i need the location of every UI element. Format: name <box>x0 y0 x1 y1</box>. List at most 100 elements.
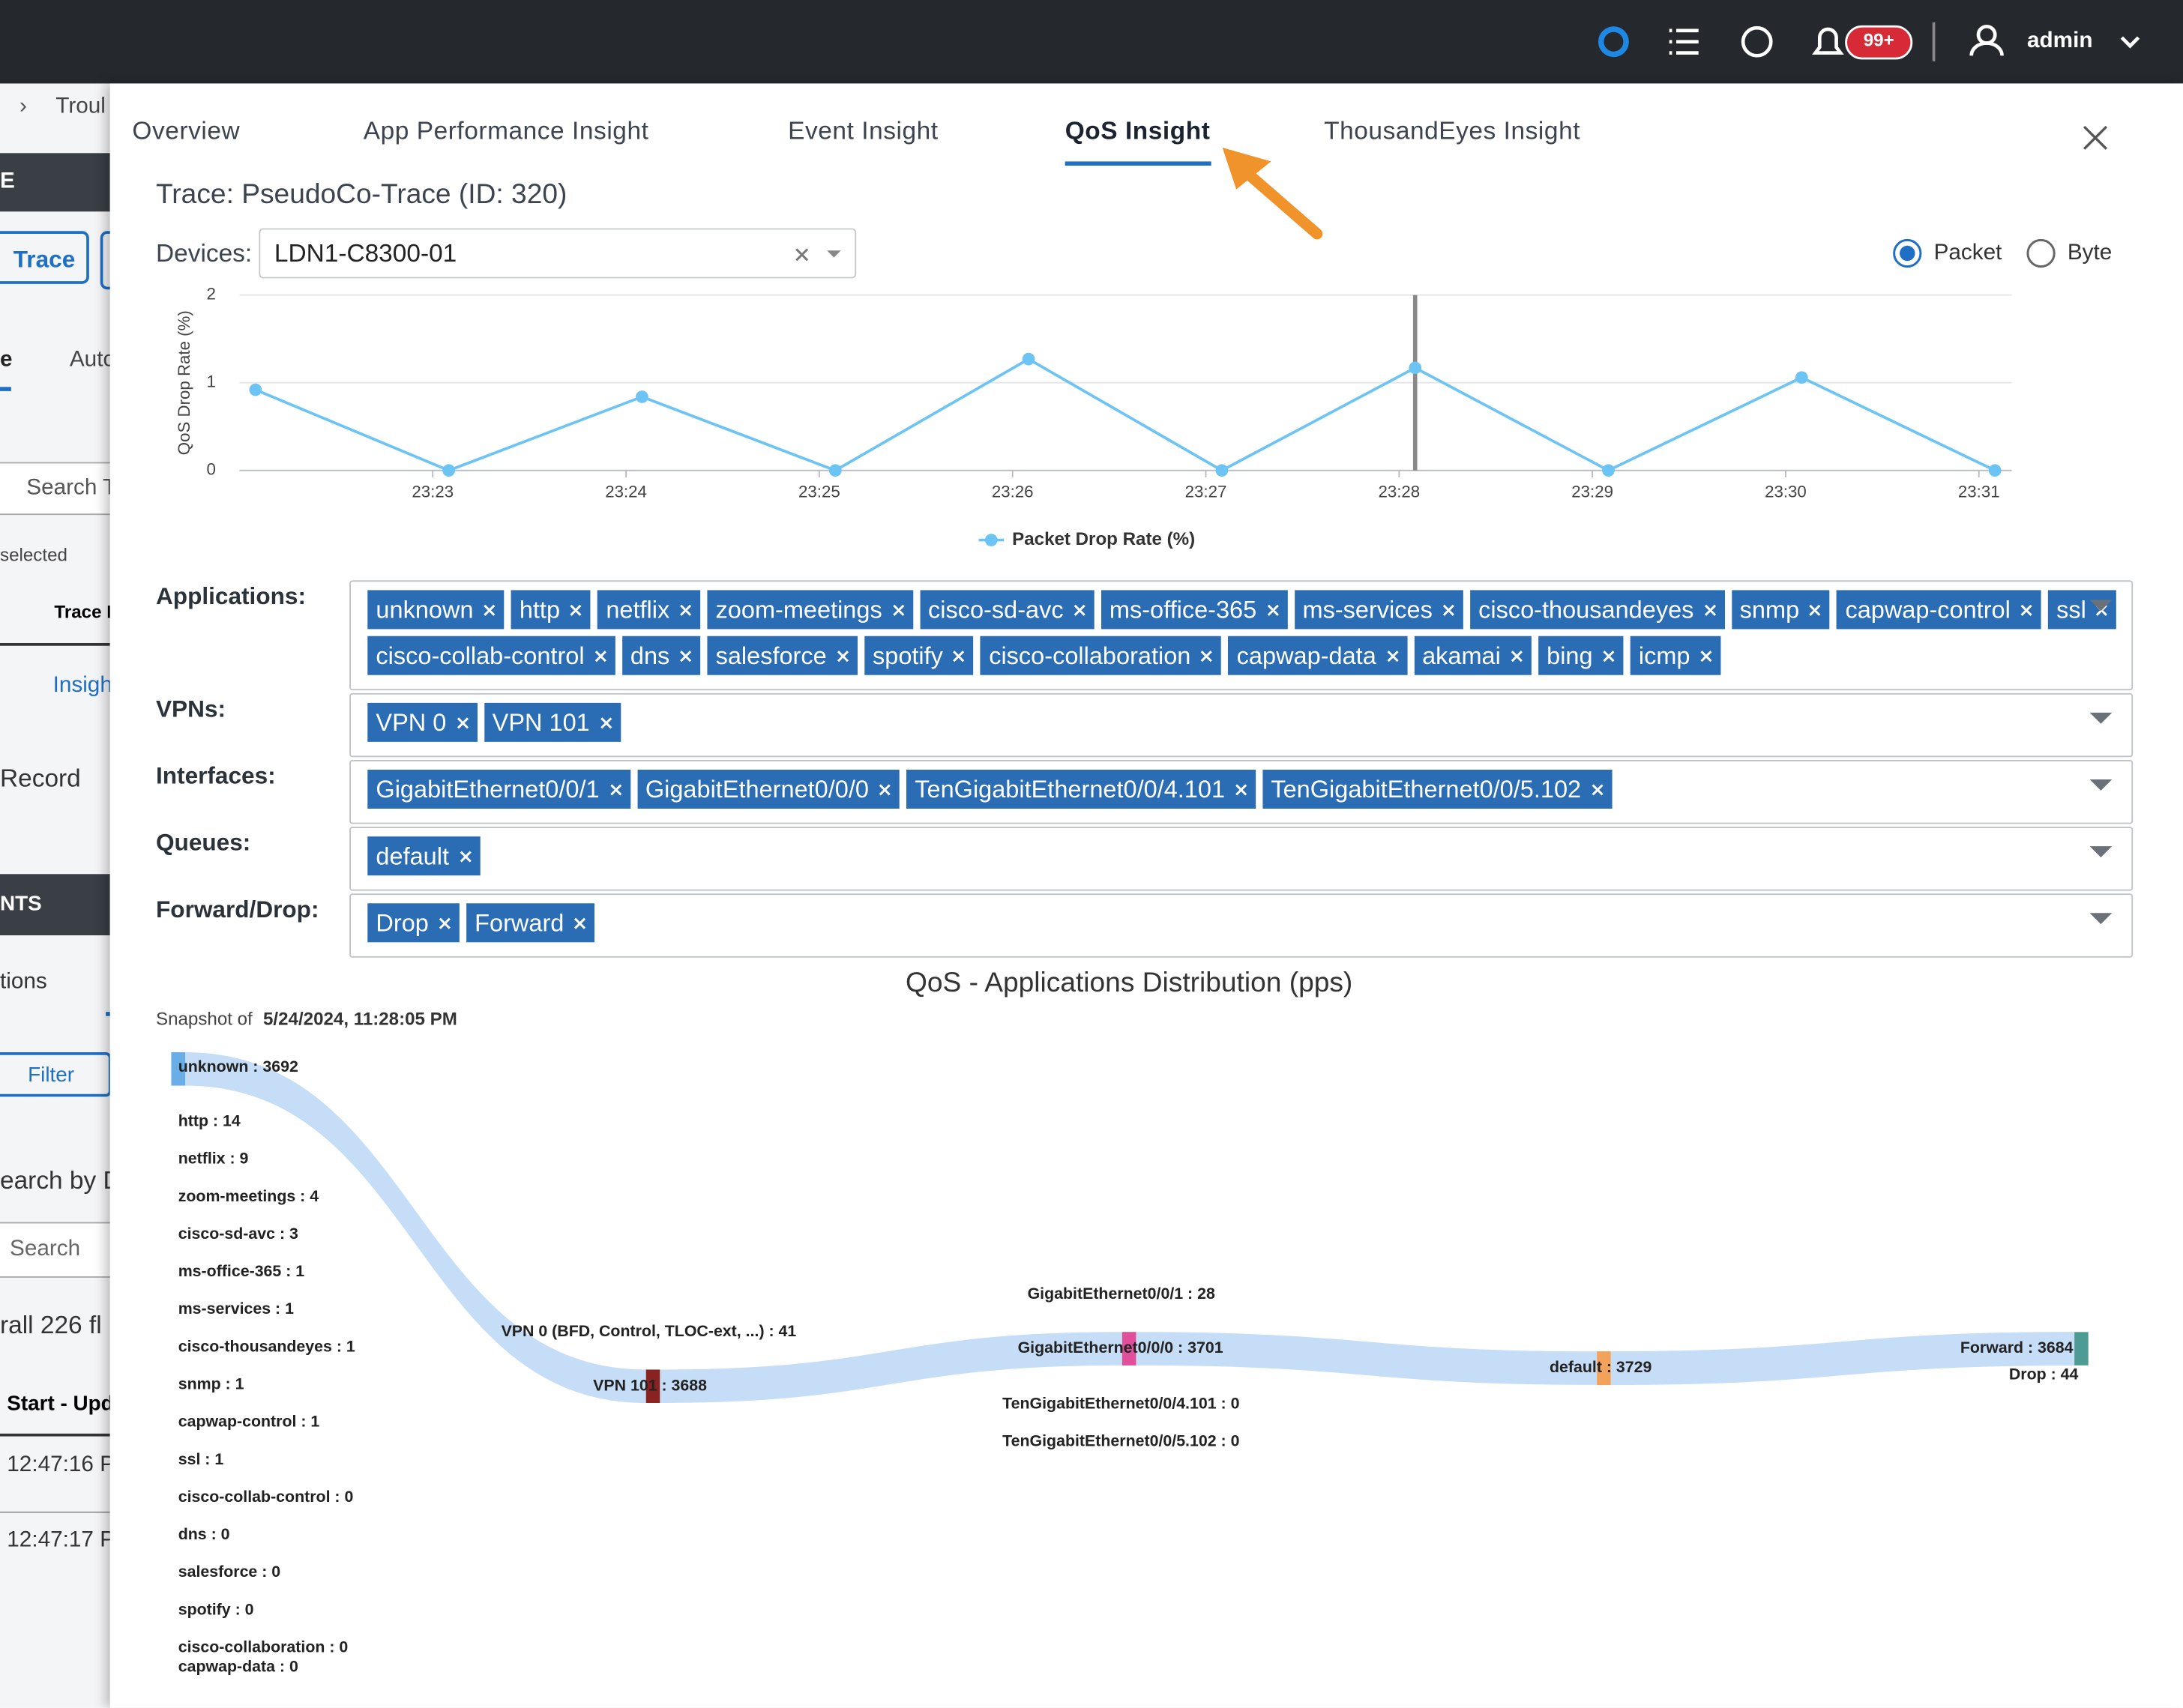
logo-icon[interactable] <box>1598 26 1629 58</box>
list-icon[interactable] <box>1669 28 1699 55</box>
section-bar: NTS <box>0 874 110 936</box>
tag-remove[interactable] <box>1591 783 1604 796</box>
tag-remove[interactable] <box>1200 649 1213 662</box>
tag[interactable]: bing <box>1538 636 1624 675</box>
tag-remove[interactable] <box>879 783 891 796</box>
link[interactable]: Insigh <box>52 673 112 698</box>
tag[interactable]: ms-services <box>1294 590 1463 630</box>
tag-remove[interactable] <box>600 716 612 729</box>
tag[interactable]: capwap-data <box>1228 636 1407 675</box>
tag[interactable]: capwap-control <box>1837 590 2041 630</box>
sankey-node <box>2074 1332 2089 1366</box>
filter-label: Forward/Drop: <box>156 896 319 923</box>
radio-label: Byte <box>2068 240 2112 265</box>
tag[interactable]: VPN 101 <box>484 702 621 742</box>
tag-remove[interactable] <box>1511 649 1523 662</box>
device-select[interactable]: LDN1-C8300-01 <box>259 228 857 279</box>
tag-remove[interactable] <box>1809 603 1822 616</box>
tag-remove[interactable] <box>953 649 966 662</box>
tab[interactable]: ThousandEyes Insight <box>1324 117 1581 145</box>
filter-label: Interfaces: <box>156 762 276 790</box>
user-name[interactable]: admin <box>2027 29 2093 53</box>
chevron: › <box>19 94 27 118</box>
dropdown-caret[interactable] <box>2089 846 2113 858</box>
tag-remove[interactable] <box>573 917 586 929</box>
tag[interactable]: cisco-thousandeyes <box>1469 590 1725 630</box>
tag-remove[interactable] <box>484 603 496 616</box>
tag[interactable]: cisco-sd-avc <box>919 590 1094 630</box>
tag[interactable]: akamai <box>1413 636 1532 675</box>
x-tick-label: 23:27 <box>1185 482 1227 501</box>
tag[interactable]: ms-office-365 <box>1100 590 1288 630</box>
tag[interactable]: icmp <box>1630 636 1721 675</box>
tag[interactable]: TenGigabitEthernet0/0/4.101 <box>906 770 1256 809</box>
tag-remove[interactable] <box>1235 783 1247 796</box>
tag-text: http <box>519 595 561 624</box>
tag-remove[interactable] <box>439 917 451 929</box>
tag-text: capwap-control <box>1845 595 2011 624</box>
dropdown-caret[interactable] <box>2089 600 2113 612</box>
tag[interactable]: spotify <box>864 636 974 675</box>
tag[interactable]: default <box>367 836 480 876</box>
tab[interactable]: e <box>0 348 13 391</box>
tag[interactable]: TenGigabitEthernet0/0/5.102 <box>1262 770 1612 809</box>
tag[interactable]: http <box>511 590 591 630</box>
tag-remove[interactable] <box>570 603 582 616</box>
table-header: Start - Upd <box>0 1389 114 1437</box>
dropdown-caret[interactable] <box>2089 913 2113 925</box>
tab[interactable]: Event Insight <box>788 117 939 145</box>
tag-remove[interactable] <box>1703 603 1716 616</box>
radio[interactable] <box>2026 238 2056 268</box>
tag-remove[interactable] <box>2020 603 2033 616</box>
tag[interactable]: zoom-meetings <box>707 590 913 630</box>
tab[interactable]: Autc <box>69 348 115 372</box>
tag[interactable]: cisco-collab-control <box>367 636 615 675</box>
tag-remove[interactable] <box>1386 649 1399 662</box>
tag-remove[interactable] <box>459 850 472 863</box>
top-bar-icons <box>1598 22 2140 61</box>
tag[interactable]: unknown <box>367 590 505 630</box>
tag-remove[interactable] <box>1266 603 1279 616</box>
tag[interactable]: snmp <box>1731 590 1831 630</box>
radio-label: Packet <box>1934 240 2003 265</box>
tag-remove[interactable] <box>456 716 469 729</box>
bell-icon[interactable] <box>1812 27 1844 55</box>
dropdown-caret[interactable] <box>2089 779 2113 791</box>
tab[interactable]: QoS Insight <box>1065 117 1211 145</box>
tag-remove[interactable] <box>679 603 692 616</box>
tag[interactable]: GigabitEthernet0/0/1 <box>367 770 630 809</box>
filter-label: Applications: <box>156 583 306 610</box>
tag-remove[interactable] <box>1603 649 1616 662</box>
tab[interactable]: App Performance Insight <box>363 117 649 145</box>
column: Start - Upd <box>7 1392 114 1416</box>
tag[interactable]: dns <box>621 636 701 675</box>
tag-remove[interactable] <box>1700 649 1713 662</box>
tag-remove[interactable] <box>837 649 849 662</box>
tag-text: bing <box>1547 642 1593 670</box>
search-box[interactable]: Search <box>0 1222 123 1278</box>
tab[interactable]: Overview <box>132 117 241 145</box>
dropdown-caret[interactable] <box>2089 712 2113 724</box>
tag[interactable]: GigabitEthernet0/0/0 <box>636 770 900 809</box>
tab[interactable]: tions <box>0 970 47 995</box>
tag[interactable]: cisco-collaboration <box>981 636 1222 675</box>
tag[interactable]: Forward <box>466 903 595 943</box>
tag-remove[interactable] <box>1442 603 1455 616</box>
tag-remove[interactable] <box>892 603 905 616</box>
tag[interactable]: Drop <box>367 903 460 943</box>
tag-remove[interactable] <box>679 649 692 662</box>
tag-remove[interactable] <box>609 783 622 796</box>
tag[interactable]: VPN 0 <box>367 702 478 742</box>
point <box>1602 464 1615 477</box>
flow-band <box>660 1332 1122 1403</box>
tag[interactable]: netflix <box>597 590 701 630</box>
filter-box: GigabitEthernet0/0/1 GigabitEthernet0/0/0… <box>349 760 2134 824</box>
close-button[interactable] <box>2080 122 2111 153</box>
trace-button[interactable]: Trace <box>0 231 89 284</box>
tag-remove[interactable] <box>1074 603 1086 616</box>
help-icon[interactable] <box>1741 25 1773 58</box>
tag[interactable]: salesforce <box>707 636 858 675</box>
user-menu-caret[interactable] <box>2120 36 2140 49</box>
x-tick-label: 23:26 <box>992 482 1034 501</box>
tag-remove[interactable] <box>594 649 607 662</box>
